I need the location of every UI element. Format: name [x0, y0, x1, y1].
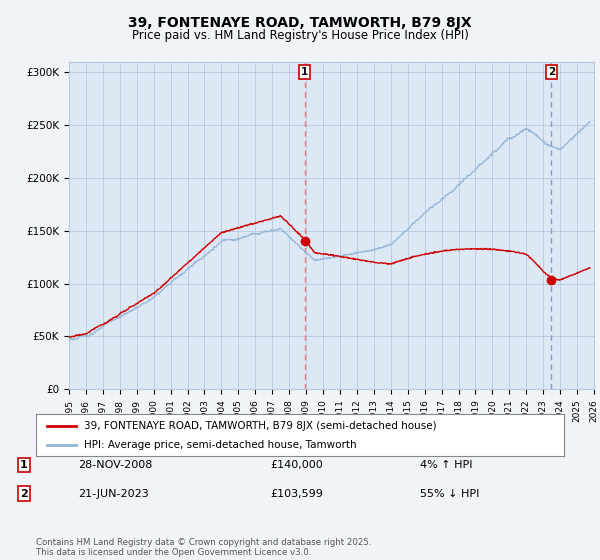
Text: 39, FONTENAYE ROAD, TAMWORTH, B79 8JX: 39, FONTENAYE ROAD, TAMWORTH, B79 8JX: [128, 16, 472, 30]
Text: 4% ↑ HPI: 4% ↑ HPI: [420, 460, 473, 470]
Text: £103,599: £103,599: [270, 488, 323, 498]
Text: 2: 2: [20, 488, 28, 498]
Text: 55% ↓ HPI: 55% ↓ HPI: [420, 488, 479, 498]
Text: 1: 1: [20, 460, 28, 470]
Text: £140,000: £140,000: [270, 460, 323, 470]
Text: 39, FONTENAYE ROAD, TAMWORTH, B79 8JX (semi-detached house): 39, FONTENAYE ROAD, TAMWORTH, B79 8JX (s…: [83, 421, 436, 431]
Text: HPI: Average price, semi-detached house, Tamworth: HPI: Average price, semi-detached house,…: [83, 440, 356, 450]
Text: 21-JUN-2023: 21-JUN-2023: [78, 488, 149, 498]
Text: 1: 1: [301, 67, 308, 77]
Text: 28-NOV-2008: 28-NOV-2008: [78, 460, 152, 470]
Bar: [305, 62, 551, 389]
Bar: [551, 62, 594, 389]
Text: Price paid vs. HM Land Registry's House Price Index (HPI): Price paid vs. HM Land Registry's House …: [131, 29, 469, 42]
Text: 2: 2: [548, 67, 555, 77]
Bar: [69, 62, 305, 389]
Text: Contains HM Land Registry data © Crown copyright and database right 2025.
This d: Contains HM Land Registry data © Crown c…: [36, 538, 371, 557]
